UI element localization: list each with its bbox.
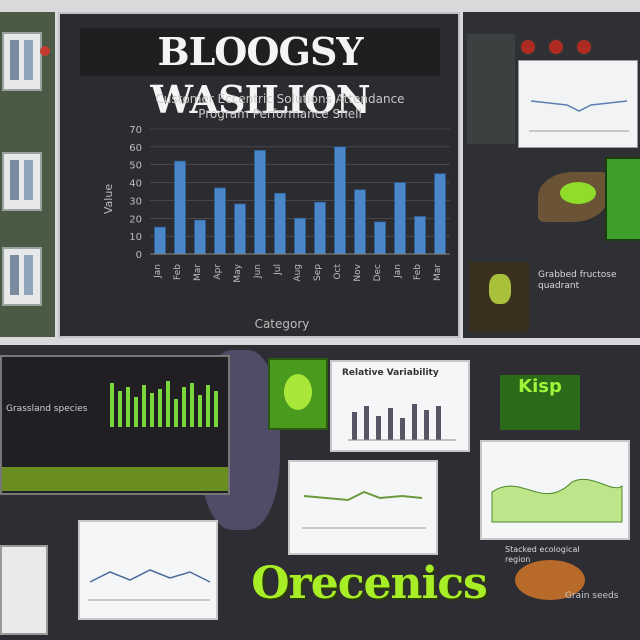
bar-9 [334,146,346,255]
left-image-strip [0,12,55,337]
bar-8 [314,201,326,255]
y-axis-label: Value [102,184,115,214]
x-tick-label-0: Jan [153,264,163,279]
mini-line-chart-3 [78,520,218,620]
organics-word: Orecenics [251,558,488,609]
y-tick-label-4: 40 [129,179,142,190]
window-thumbnail [2,32,42,91]
mini-bar-chart: Relative Variability [330,360,470,452]
page-title: BLOOGSY WASILION [80,28,440,122]
x-tick-label-1: Feb [173,264,183,280]
bar-6 [274,192,286,255]
y-tick-label-1: 10 [129,232,142,243]
x-tick-label-11: Dec [373,264,383,281]
y-tick-label-6: 60 [129,143,142,154]
mini-line-chart-2 [288,460,438,555]
thumbnail-strip [467,34,515,144]
plant-icon [469,262,529,332]
x-tick-label-6: Jul [273,264,283,276]
green-strip [2,467,228,491]
bottom-caption: Stacked ecological region [505,545,580,564]
bar-3 [214,187,226,255]
bar-14 [434,173,446,255]
y-tick-label-0: 0 [136,250,142,261]
main-chart-panel: BLOOGSY WASILION Customer Eccentric Solu… [58,12,460,338]
mini-area-chart [480,440,630,540]
leaf-icon [268,358,328,430]
seed-icon [515,560,585,600]
bar-12 [394,182,406,255]
bottom-left-text: Grassland species [6,404,88,414]
bar-chart: 0 10 20 30 40 50 60 70 Jan Feb Mar Apr May Jun Jul Aug S… [102,125,450,331]
bar-2 [194,219,206,255]
x-tick-label-9: Oct [333,264,343,280]
badge-icon [547,38,565,56]
bottom-right-text: Grain seeds [565,591,619,601]
window-thumbnail [2,152,42,211]
x-tick-label-13: Feb [413,264,423,280]
bar-10 [354,189,366,255]
chart-ticks: 0 10 20 30 40 50 60 70 Jan Feb Mar Apr May Jun Jul Aug S… [129,125,450,283]
chart-title: Customer Eccentric Solutions Attendance … [155,92,405,121]
bottom-left-thumbnail [0,545,48,635]
x-axis-label: Category [255,317,310,331]
bar-13 [414,216,426,255]
x-tick-label-7: Aug [293,264,303,282]
x-tick-label-14: Mar [433,264,443,281]
bar-0 [154,226,166,255]
badge-icon [519,38,537,56]
x-tick-label-8: Sep [313,264,323,281]
right-panel-caption: Grabbed fructose quadrant [538,270,617,291]
x-tick-label-10: Nov [353,263,363,281]
green-bars [106,375,228,427]
bar-5 [254,150,266,255]
window-thumbnail [2,247,42,306]
right-green-word: Kisp [500,375,580,430]
bottom-left-panel: Grassland species [0,355,230,495]
leaf-icon [538,172,608,222]
y-tick-label-3: 30 [129,196,142,207]
x-tick-label-2: Mar [193,264,203,281]
x-tick-label-3: Apr [213,264,223,280]
mini-chart-head: Relative Variability [342,368,439,378]
bar-4 [234,203,246,255]
logo-badge-icon [40,46,50,56]
bar-1 [174,160,186,255]
x-tick-label-5: Jun [253,264,263,279]
bar-11 [374,221,386,255]
y-tick-label-2: 20 [129,214,142,225]
y-tick-label-5: 50 [129,161,142,172]
x-tick-label-12: Jan [393,264,403,279]
badge-icon [575,38,593,56]
x-tick-label-4: May [233,263,243,282]
mini-line-chart [518,60,638,148]
bar-7 [294,217,306,255]
green-pattern-box [605,157,640,241]
y-tick-label-7: 70 [129,125,142,136]
right-image-panel: Grabbed fructose quadrant [463,12,640,338]
